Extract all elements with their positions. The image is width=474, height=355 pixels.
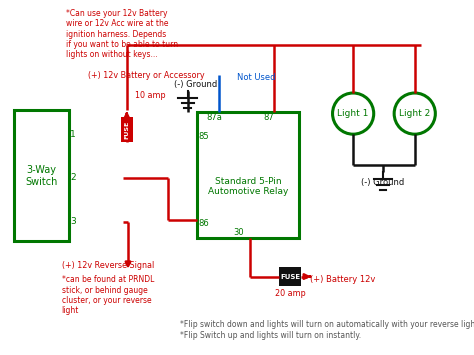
Text: 86: 86 bbox=[198, 219, 209, 228]
Text: 85: 85 bbox=[198, 132, 209, 141]
Bar bbox=[279, 267, 301, 286]
Text: *Can use your 12v Battery
wire or 12v Acc wire at the
ignition harness. Depends
: *Can use your 12v Battery wire or 12v Ac… bbox=[66, 9, 179, 60]
Text: Standard 5-Pin
Automotive Relay: Standard 5-Pin Automotive Relay bbox=[208, 177, 288, 196]
Text: Light 1: Light 1 bbox=[337, 109, 369, 118]
Text: 87a: 87a bbox=[206, 113, 222, 122]
Text: 3-Way
Switch: 3-Way Switch bbox=[26, 165, 58, 186]
Bar bbox=[121, 117, 133, 142]
Text: (+) 12v Battery or Accessory: (+) 12v Battery or Accessory bbox=[88, 71, 204, 80]
Bar bbox=[197, 112, 299, 238]
Text: FUSE: FUSE bbox=[280, 274, 300, 279]
Text: 20 amp: 20 amp bbox=[275, 289, 305, 298]
Text: (-) Ground: (-) Ground bbox=[361, 178, 405, 187]
Text: (+) 12v Reverse Signal: (+) 12v Reverse Signal bbox=[62, 261, 154, 270]
Text: 1: 1 bbox=[70, 130, 76, 140]
Text: 87: 87 bbox=[263, 113, 274, 122]
Bar bbox=[14, 110, 69, 241]
Text: 10 amp: 10 amp bbox=[135, 91, 166, 99]
Text: (-) Ground: (-) Ground bbox=[174, 80, 218, 89]
Text: (+) Battery 12v: (+) Battery 12v bbox=[310, 275, 376, 284]
Text: Not Used: Not Used bbox=[237, 73, 275, 82]
Text: 3: 3 bbox=[70, 217, 76, 226]
Text: 2: 2 bbox=[70, 173, 76, 182]
Text: *Flip switch down and lights will turn on automatically with your reverse lights: *Flip switch down and lights will turn o… bbox=[180, 320, 474, 340]
Text: *can be found at PRNDL
stick, or behind gauge
cluster, or your reverse
light: *can be found at PRNDL stick, or behind … bbox=[62, 275, 154, 315]
Text: 30: 30 bbox=[234, 228, 244, 237]
Text: Light 2: Light 2 bbox=[399, 109, 430, 118]
Text: FUSE: FUSE bbox=[124, 120, 129, 139]
